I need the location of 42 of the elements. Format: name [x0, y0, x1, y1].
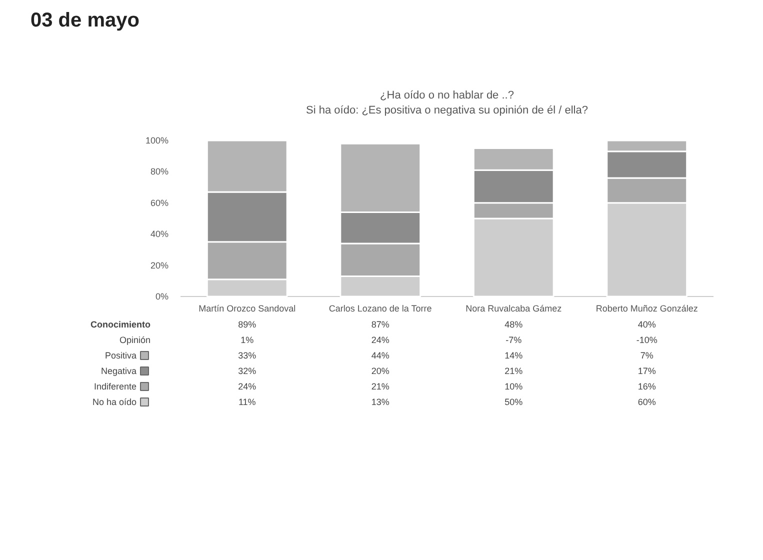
- y-tick-label: 40%: [150, 229, 168, 240]
- y-tick-label: 80%: [150, 166, 168, 177]
- data-label: 20%: [371, 366, 390, 376]
- legend-label: No ha oído: [92, 397, 137, 407]
- legend-label: Negativa: [100, 366, 137, 376]
- chart-subtitle: ¿Ha oído o no hablar de ..? Si ha oído: ¿Es positiva o negativa su opinión de él / ella?: [306, 90, 588, 116]
- x-tick-label: Nora Ruvalcaba Gámez: [466, 304, 562, 314]
- text: 48%: [504, 320, 523, 330]
- data-label: 16%: [638, 382, 656, 392]
- text: 1%: [240, 335, 254, 345]
- data-label: 24%: [238, 382, 256, 392]
- chart-title: 03 de mayo: [30, 10, 140, 32]
- x-tick-label: Martín Orozco Sandoval: [198, 304, 296, 314]
- text: Conocimiento: [90, 320, 151, 330]
- text: Opinión: [119, 335, 151, 345]
- data-label: 21%: [504, 366, 523, 376]
- data-label: 17%: [638, 366, 656, 376]
- text: -10%: [636, 335, 658, 345]
- x-tick-label: Carlos Lozano de la Torre: [328, 304, 432, 314]
- y-tick-label: 60%: [150, 198, 168, 208]
- y-tick-label: 100%: [145, 136, 169, 146]
- y-tick-label: 0%: [155, 292, 169, 302]
- legend-label: Positiva: [104, 350, 136, 360]
- data-label: 60%: [638, 397, 656, 407]
- data-label: 13%: [371, 397, 390, 407]
- data-label: 21%: [371, 382, 390, 392]
- text: 87%: [371, 320, 390, 330]
- text: -7%: [506, 335, 522, 345]
- text: 24%: [371, 335, 390, 345]
- data-label: 14%: [504, 350, 523, 360]
- data-label: 7%: [640, 350, 654, 360]
- data-label: 11%: [238, 397, 256, 407]
- text: 40%: [638, 320, 656, 330]
- x-tick-label: Roberto Muñoz González: [596, 304, 698, 314]
- text: 89%: [238, 320, 256, 330]
- legend-label: Indiferente: [94, 382, 136, 392]
- data-label: 32%: [238, 366, 256, 376]
- data-label: 10%: [504, 382, 523, 392]
- data-label: 50%: [504, 397, 523, 407]
- y-tick-label: 20%: [150, 260, 168, 270]
- data-label: 33%: [238, 350, 256, 360]
- data-label: 44%: [371, 350, 390, 360]
